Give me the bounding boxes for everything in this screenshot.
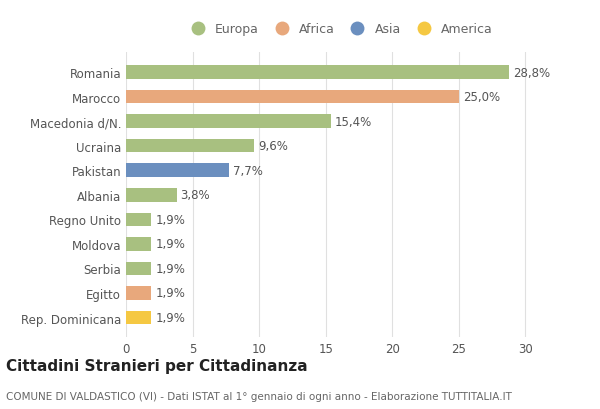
Text: Cittadini Stranieri per Cittadinanza: Cittadini Stranieri per Cittadinanza bbox=[6, 358, 308, 373]
Text: COMUNE DI VALDASTICO (VI) - Dati ISTAT al 1° gennaio di ogni anno - Elaborazione: COMUNE DI VALDASTICO (VI) - Dati ISTAT a… bbox=[6, 391, 512, 401]
Text: 1,9%: 1,9% bbox=[155, 213, 185, 226]
Bar bbox=[126, 213, 151, 227]
Text: 9,6%: 9,6% bbox=[258, 140, 287, 153]
Bar bbox=[126, 115, 331, 128]
Bar bbox=[126, 164, 229, 178]
Bar bbox=[126, 262, 151, 276]
Text: 15,4%: 15,4% bbox=[335, 115, 372, 128]
Bar bbox=[126, 189, 176, 202]
Bar bbox=[126, 90, 459, 104]
Text: 7,7%: 7,7% bbox=[233, 164, 262, 177]
Bar bbox=[126, 287, 151, 300]
Text: 28,8%: 28,8% bbox=[514, 66, 551, 79]
Bar bbox=[126, 66, 509, 80]
Legend: Europa, Africa, Asia, America: Europa, Africa, Asia, America bbox=[181, 20, 497, 40]
Bar bbox=[126, 238, 151, 251]
Text: 1,9%: 1,9% bbox=[155, 238, 185, 251]
Bar bbox=[126, 311, 151, 324]
Text: 1,9%: 1,9% bbox=[155, 262, 185, 275]
Text: 25,0%: 25,0% bbox=[463, 91, 500, 104]
Bar bbox=[126, 139, 254, 153]
Text: 3,8%: 3,8% bbox=[181, 189, 210, 202]
Text: 1,9%: 1,9% bbox=[155, 287, 185, 300]
Text: 1,9%: 1,9% bbox=[155, 311, 185, 324]
